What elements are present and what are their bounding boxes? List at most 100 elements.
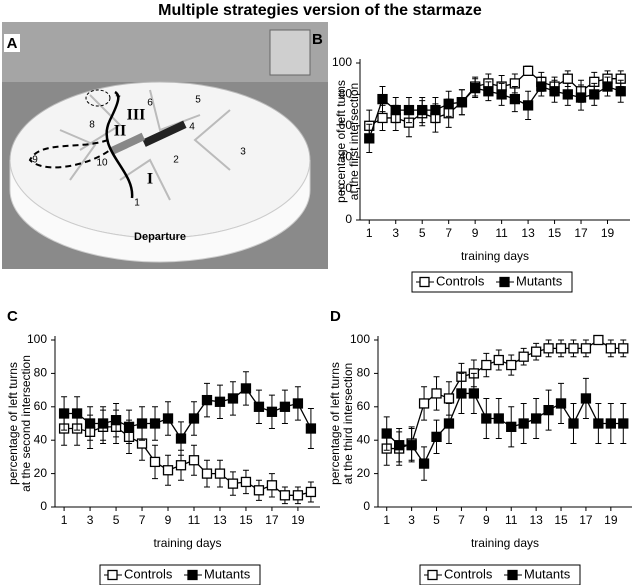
y-tick-label: 20 — [357, 466, 371, 480]
x-tick-label: 13 — [213, 513, 227, 527]
x-tick-label: 1 — [61, 513, 68, 527]
data-marker — [188, 455, 200, 466]
y-tick-label: 60 — [339, 118, 353, 132]
legend-box — [99, 564, 261, 585]
maze-top — [9, 81, 311, 239]
maze-grating — [109, 132, 146, 155]
data-marker — [481, 359, 492, 371]
legend-marker — [419, 276, 430, 288]
data-marker — [580, 393, 592, 404]
data-marker — [136, 418, 148, 429]
data-marker — [381, 428, 392, 439]
x-tick-label: 5 — [419, 226, 426, 240]
x-tick-label: 11 — [188, 513, 201, 527]
photo-label: II — [114, 123, 126, 140]
y-tick-label: 0 — [363, 499, 370, 513]
data-marker — [481, 413, 492, 424]
legend-marker — [427, 569, 438, 581]
maze-rim — [9, 159, 311, 263]
y-tick-label: 40 — [34, 432, 48, 446]
data-marker — [518, 418, 529, 429]
x-tick-label: 3 — [392, 226, 399, 240]
data-marker — [403, 104, 415, 116]
data-marker — [575, 92, 587, 103]
data-marker — [418, 458, 430, 469]
photo-label: 5 — [195, 95, 201, 106]
data-marker — [58, 408, 70, 419]
data-marker — [214, 396, 226, 407]
data-marker — [493, 354, 504, 366]
y-tick-label: 80 — [357, 366, 371, 380]
data-marker — [605, 343, 616, 354]
x-tick-label: 17 — [574, 226, 588, 240]
x-tick-label: 5 — [433, 513, 440, 527]
data-marker — [496, 89, 507, 100]
data-marker — [417, 104, 428, 116]
data-marker — [605, 418, 616, 429]
data-marker — [536, 81, 547, 92]
data-marker — [97, 418, 109, 429]
data-marker — [279, 490, 291, 501]
data-marker — [589, 89, 600, 100]
data-marker — [149, 456, 161, 468]
data-marker — [562, 73, 573, 84]
y-tick-label: 40 — [339, 149, 353, 163]
y-axis-label: percentage of left turns — [6, 362, 20, 485]
data-marker — [555, 343, 567, 354]
photo-label: 2 — [173, 155, 179, 166]
x-tick-label: 19 — [291, 513, 305, 527]
y-tick-label: 20 — [34, 466, 48, 480]
data-marker — [418, 398, 430, 409]
legend-label: Mutants — [524, 566, 571, 581]
data-marker — [493, 413, 504, 424]
data-marker — [530, 413, 542, 424]
data-marker — [443, 418, 455, 429]
data-marker — [456, 388, 467, 399]
legend-label: Controls — [444, 566, 493, 581]
data-marker — [305, 486, 317, 498]
data-marker — [518, 351, 529, 362]
y-tick-label: 40 — [357, 432, 371, 446]
x-axis-label: training days — [153, 536, 221, 550]
photo-label: 1 — [134, 198, 140, 209]
y-tick-label: 60 — [34, 399, 48, 413]
data-marker — [431, 431, 442, 443]
x-axis-label: training days — [461, 249, 529, 263]
legend-marker — [107, 569, 118, 581]
x-tick-label: 15 — [554, 513, 568, 527]
maze-walls — [59, 89, 231, 201]
data-marker — [618, 343, 629, 354]
y-tick-label: 0 — [345, 212, 352, 226]
data-marker — [469, 82, 481, 94]
legend-label: Mutants — [516, 273, 563, 288]
x-tick-label: 13 — [521, 226, 535, 240]
x-tick-label: 11 — [505, 513, 518, 527]
photo-label: 9 — [32, 155, 38, 166]
x-tick-label: 7 — [139, 513, 146, 527]
y-tick-label: 80 — [339, 87, 353, 101]
data-marker — [162, 465, 174, 476]
data-marker — [394, 440, 405, 451]
data-marker — [110, 415, 122, 426]
legend-label: Controls — [124, 566, 173, 581]
x-tick-label: 1 — [383, 513, 390, 527]
y-axis-label: percentage of left turns — [328, 362, 342, 485]
x-tick-label: 9 — [483, 513, 490, 527]
data-marker — [562, 89, 573, 100]
data-marker — [506, 421, 517, 432]
y-axis-label: at the first intersection — [347, 83, 361, 200]
panel-letter-bg — [4, 34, 20, 52]
goal-circle — [85, 89, 111, 107]
x-tick-label: 11 — [495, 226, 508, 240]
panel-letter: A — [7, 35, 18, 52]
data-marker — [292, 490, 304, 501]
data-marker — [593, 334, 604, 346]
data-marker — [71, 408, 83, 419]
data-marker — [509, 93, 521, 105]
panel-letter: C — [7, 308, 18, 325]
data-marker — [175, 460, 187, 471]
panel-letter: D — [330, 308, 341, 325]
data-marker — [483, 86, 494, 97]
x-axis-label: training days — [471, 536, 539, 550]
y-tick-label: 20 — [339, 181, 353, 195]
